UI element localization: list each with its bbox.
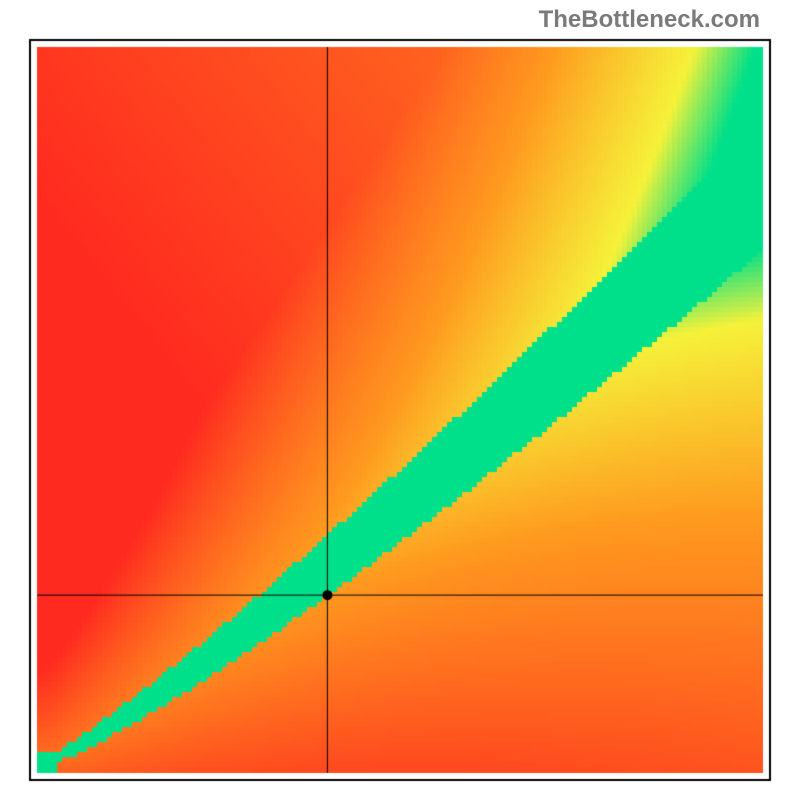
watermark-text: TheBottleneck.com <box>539 6 760 34</box>
bottleneck-heatmap <box>0 0 800 800</box>
chart-container: TheBottleneck.com <box>0 0 800 800</box>
